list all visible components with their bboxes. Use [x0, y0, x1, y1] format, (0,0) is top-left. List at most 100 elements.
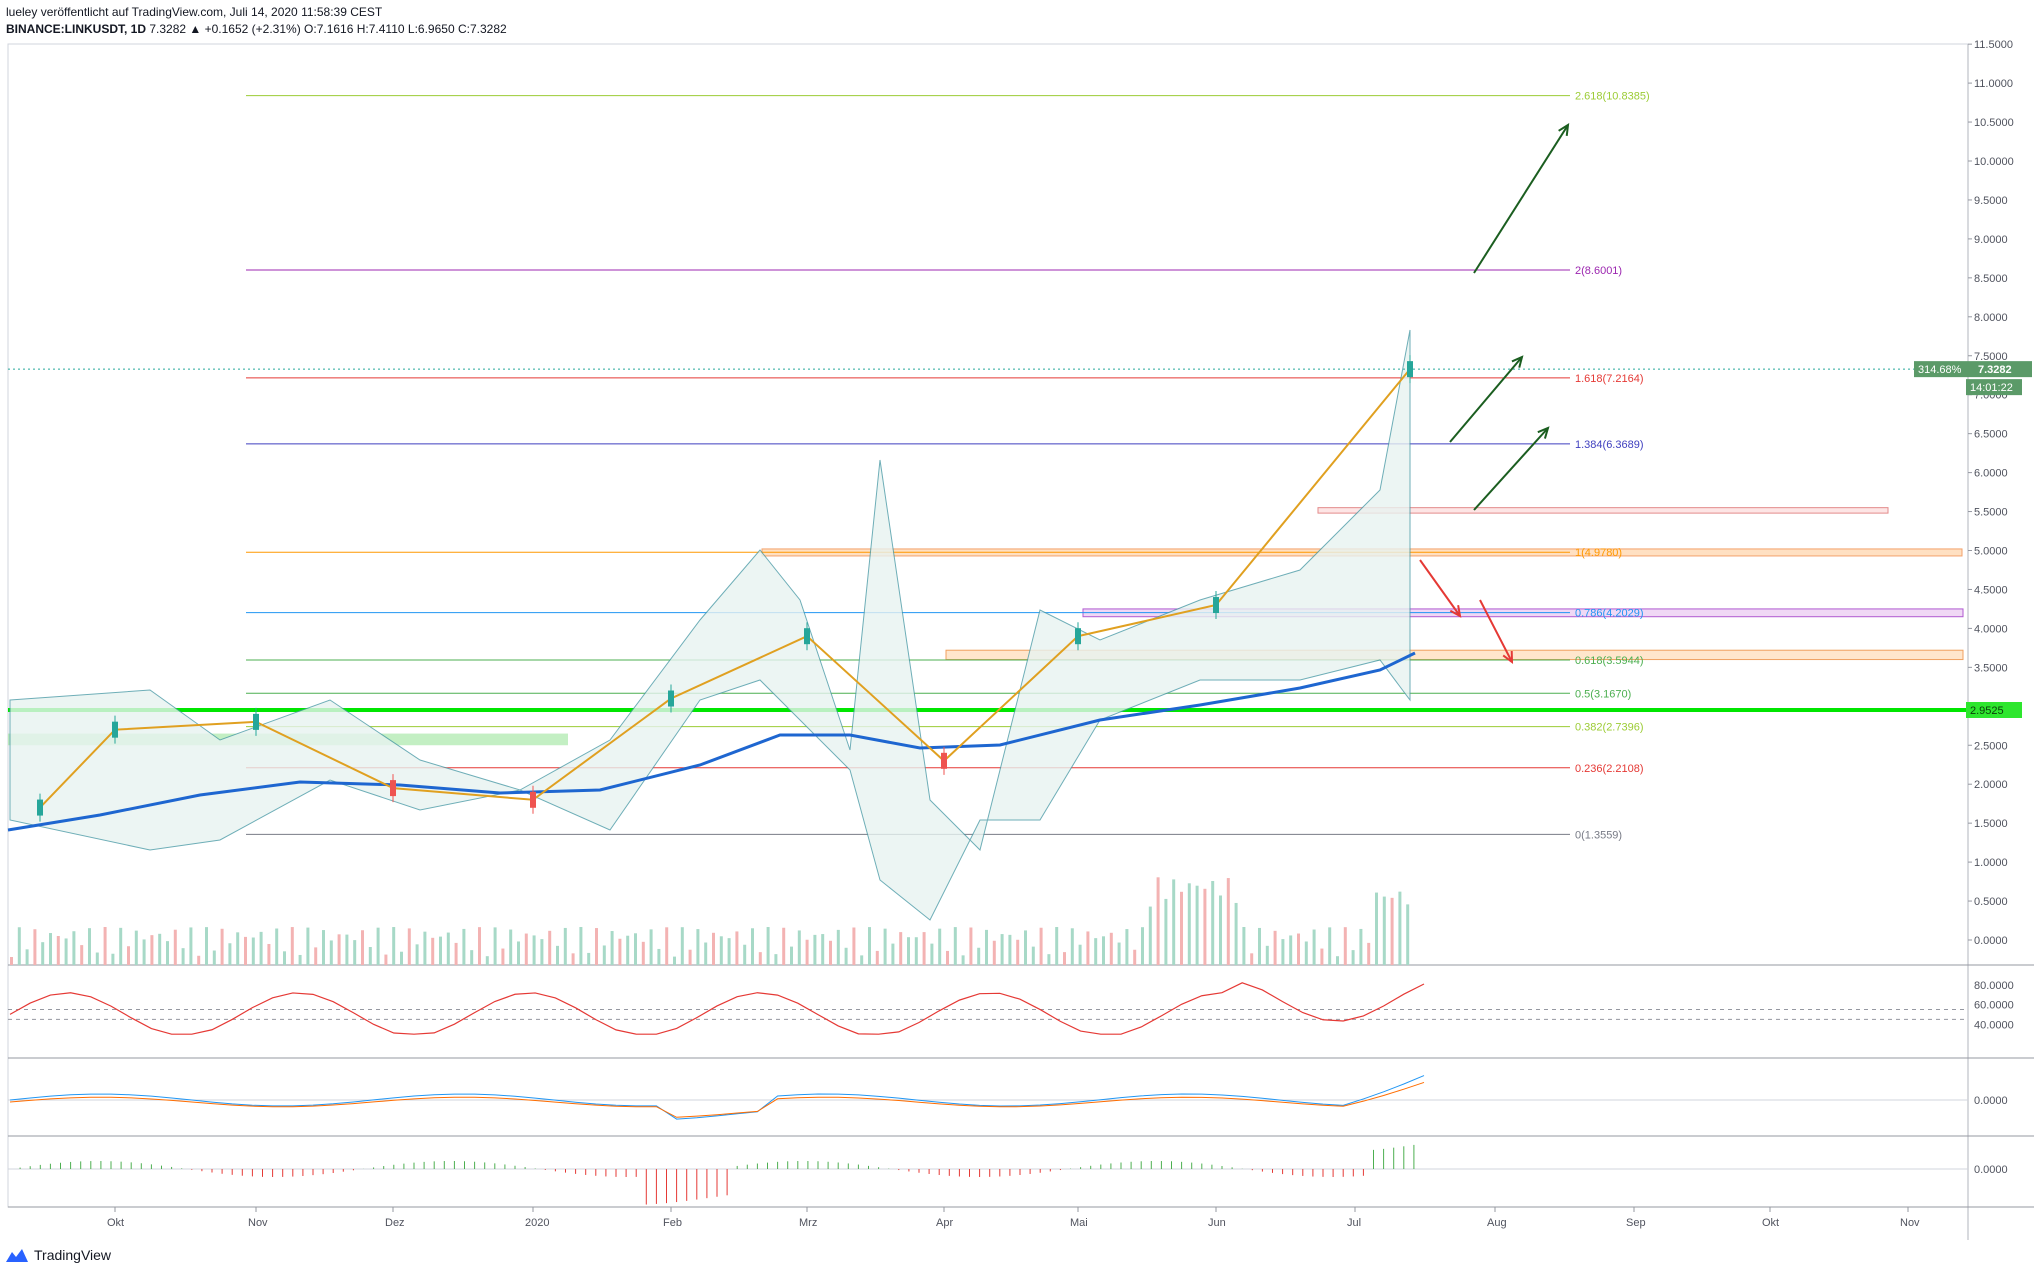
rsi-tick-label: 80.0000 — [1974, 980, 2014, 992]
volume-bar — [134, 930, 138, 965]
time-label: Feb — [663, 1217, 682, 1229]
volume-bar — [1351, 950, 1355, 965]
volume-bar — [634, 933, 637, 965]
volume-bar — [1336, 956, 1339, 965]
publish-info: lueley veröffentlicht auf TradingView.co… — [6, 5, 383, 19]
volume-bar — [1382, 896, 1386, 965]
volume-bar — [649, 929, 653, 965]
price-tick-label: 6.5000 — [1974, 429, 2008, 441]
volume-bar — [150, 935, 154, 965]
volume-bar — [251, 937, 255, 965]
arrow-head — [1537, 426, 1550, 439]
volume-bar — [844, 947, 848, 965]
volume-bar — [64, 938, 68, 965]
volume-bar — [485, 956, 489, 965]
volume-bar — [1343, 927, 1347, 965]
price-badge — [1966, 379, 2022, 396]
footer-brand[interactable]: TradingView — [6, 1244, 111, 1266]
projection-arrow — [1419, 559, 1461, 617]
price-tick-label: 5.5000 — [1974, 507, 2008, 519]
volume-bar — [329, 940, 333, 965]
volume-bar — [1016, 939, 1020, 965]
volume-bar — [1156, 877, 1160, 965]
volume-bar — [774, 954, 778, 965]
projection-arrow — [1473, 124, 1569, 274]
arrow-head — [1502, 650, 1514, 665]
volume-bar — [1039, 927, 1043, 965]
volume-bar — [462, 928, 466, 965]
volume-bar — [953, 927, 957, 965]
volume-bar — [259, 931, 263, 965]
last-price: 7.3282 — [149, 22, 187, 36]
volume-bar — [743, 944, 747, 965]
volume-bar — [181, 948, 185, 965]
volume-bar — [493, 927, 497, 965]
volume-bar — [610, 931, 614, 965]
fib-level-label: 2.618(10.8385) — [1575, 91, 1650, 103]
close-value: 7.3282 — [469, 22, 507, 36]
time-label: Mrz — [799, 1217, 817, 1229]
fib-level-label: 0.382(2.7396) — [1575, 722, 1644, 734]
volume-bar — [197, 955, 201, 965]
volume-bar — [415, 944, 419, 965]
volume-bar — [1000, 934, 1004, 965]
arrow-head — [1449, 604, 1462, 618]
symbol-label[interactable]: BINANCE:LINKUSDT, 1D — [6, 22, 147, 36]
volume-bar — [1289, 935, 1293, 965]
volume-bar — [41, 942, 45, 965]
volume-bar — [563, 927, 567, 965]
volume-bar — [680, 927, 684, 965]
volume-bar — [891, 943, 895, 965]
price-badge — [1966, 702, 2022, 719]
volume-bar — [1242, 927, 1246, 965]
price-tick-label: 10.0000 — [1974, 156, 2014, 168]
price-tick-label: 6.0000 — [1974, 468, 2008, 480]
volume-bar — [283, 951, 286, 965]
volume-bar — [431, 937, 435, 965]
volume-bar — [244, 936, 247, 965]
volume-bar — [220, 928, 224, 965]
price-tick-label: 10.5000 — [1974, 117, 2014, 129]
volume-bar — [556, 945, 559, 965]
volume-bar — [1281, 939, 1285, 965]
volume-bar — [665, 927, 669, 965]
volume-bar — [1164, 898, 1168, 965]
volume-bar — [509, 929, 513, 965]
volume-bar — [1219, 895, 1222, 965]
tradingview-logo-icon — [6, 1249, 28, 1262]
rsi-line — [9, 982, 1425, 1035]
volume-bar — [1125, 929, 1129, 965]
volume-bar — [407, 928, 411, 965]
open-value: 7.1616 — [316, 22, 354, 36]
volume-bar — [1226, 878, 1230, 965]
volume-bar — [758, 952, 762, 965]
volume-bar — [446, 932, 450, 965]
volume-bar — [977, 947, 981, 965]
volume-bar — [33, 929, 37, 965]
fib-level-label: 0.618(3.5944) — [1575, 655, 1644, 667]
price-tick-label: 4.5000 — [1974, 584, 2008, 596]
time-label: Jul — [1347, 1217, 1361, 1229]
volume-bar — [860, 955, 864, 965]
macd-tick-label: 0.0000 — [1974, 1095, 2008, 1107]
price-tick-label: 1.0000 — [1974, 857, 2008, 869]
volume-bar — [400, 951, 403, 965]
volume-bar — [1141, 927, 1144, 965]
volume-bar — [1047, 954, 1051, 965]
volume-bar — [907, 937, 910, 965]
volume-bar — [337, 934, 341, 965]
volume-bar — [657, 948, 661, 965]
volume-bar — [56, 936, 60, 965]
volume-bar — [392, 927, 396, 965]
volume-bar — [1195, 885, 1199, 965]
volume-bar — [868, 927, 871, 965]
volume-bar — [1406, 904, 1410, 965]
volume-bar — [228, 943, 232, 965]
volume-bar — [790, 946, 793, 965]
time-label: Nov — [248, 1217, 268, 1229]
time-label: Aug — [1487, 1217, 1507, 1229]
volume-bar — [212, 950, 216, 965]
volume-bar — [80, 945, 84, 965]
volume-bar — [111, 953, 115, 965]
